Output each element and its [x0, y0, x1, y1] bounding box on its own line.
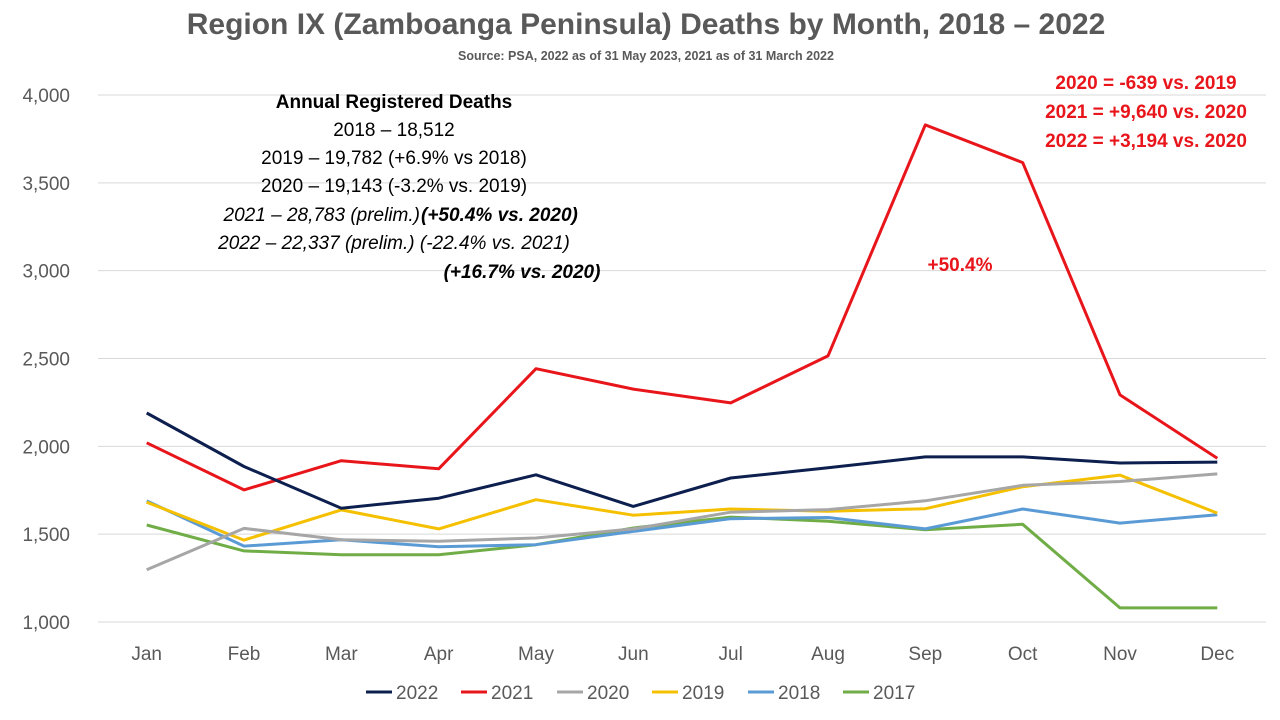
annual-2022: 2022 – 22,337 (prelim.) (-22.4% vs. 2021… [217, 233, 570, 254]
legend-label-2018: 2018 [778, 683, 820, 704]
chart-subtitle: Source: PSA, 2022 as of 31 May 2023, 202… [458, 49, 834, 63]
legend-label-2021: 2021 [491, 683, 533, 704]
series-lines [145, 123, 1219, 610]
x-tick-label: Apr [424, 644, 454, 665]
annual-2021-prelim: 2021 – 28,783 (prelim.) [223, 205, 420, 226]
legend-label-2017: 2017 [873, 683, 915, 704]
x-tick-label: Mar [325, 644, 358, 665]
x-tick-label: Aug [811, 644, 845, 665]
annual-2021-change: (+50.4% vs. 2020) [421, 205, 578, 226]
annual-summary-annotation: Annual Registered Deaths 2018 – 18,512 2… [217, 92, 600, 283]
peak-change-label: +50.4% [928, 255, 993, 276]
diff-2020: 2020 = -639 vs. 2019 [1055, 73, 1236, 94]
x-tick-label: Jun [618, 644, 649, 665]
diff-2022: 2022 = +3,194 vs. 2020 [1045, 131, 1247, 152]
series-line-2020 [146, 472, 1218, 572]
y-axis-ticks: 1,000 1,500 2,000 2,500 3,000 3,500 4,000 [22, 86, 70, 634]
y-tick-label: 1,000 [22, 613, 70, 634]
annual-2018: 2018 – 18,512 [333, 120, 455, 141]
annual-2021: 2021 – 28,783 (prelim.) [223, 205, 420, 226]
y-tick-label: 2,000 [22, 437, 70, 458]
x-tick-label: Sep [908, 644, 942, 665]
chart-title: Region IX (Zamboanga Peninsula) Deaths b… [187, 8, 1106, 41]
y-tick-label: 2,500 [22, 350, 70, 371]
annual-2022-change: (+16.7% vs. 2020) [444, 262, 601, 283]
y-tick-label: 3,000 [22, 262, 70, 283]
legend-label-2019: 2019 [682, 683, 724, 704]
series-line-2021 [146, 123, 1219, 492]
x-tick-label: Dec [1200, 644, 1234, 665]
annual-header: Annual Registered Deaths [276, 92, 513, 113]
series-line-2017 [146, 515, 1218, 610]
x-tick-label: Oct [1008, 644, 1038, 665]
legend-label-2022: 2022 [396, 683, 438, 704]
y-tick-label: 3,500 [22, 174, 70, 195]
x-tick-label: Nov [1103, 644, 1137, 665]
difference-annotation: 2020 = -639 vs. 2019 2021 = +9,640 vs. 2… [928, 73, 1247, 276]
y-tick-label: 1,500 [22, 525, 70, 546]
x-tick-label: Jul [719, 644, 743, 665]
legend: 2022 2021 2020 2019 2018 2017 [366, 683, 915, 704]
series-line-2018 [146, 499, 1218, 549]
series-line-2022 [145, 411, 1218, 510]
legend-label-2020: 2020 [587, 683, 629, 704]
x-tick-label: Jan [131, 644, 162, 665]
x-axis-ticks: Jan Feb Mar Apr May Jun Jul Aug Sep Oct Nov Dec [131, 644, 1234, 665]
diff-2021: 2021 = +9,640 vs. 2020 [1045, 102, 1247, 123]
y-tick-label: 4,000 [22, 86, 70, 107]
x-tick-label: May [518, 644, 554, 665]
x-tick-label: Feb [228, 644, 261, 665]
annual-2020: 2020 – 19,143 (-3.2% vs. 2019) [261, 176, 527, 197]
annual-2019: 2019 – 19,782 (+6.9% vs 2018) [261, 148, 527, 169]
